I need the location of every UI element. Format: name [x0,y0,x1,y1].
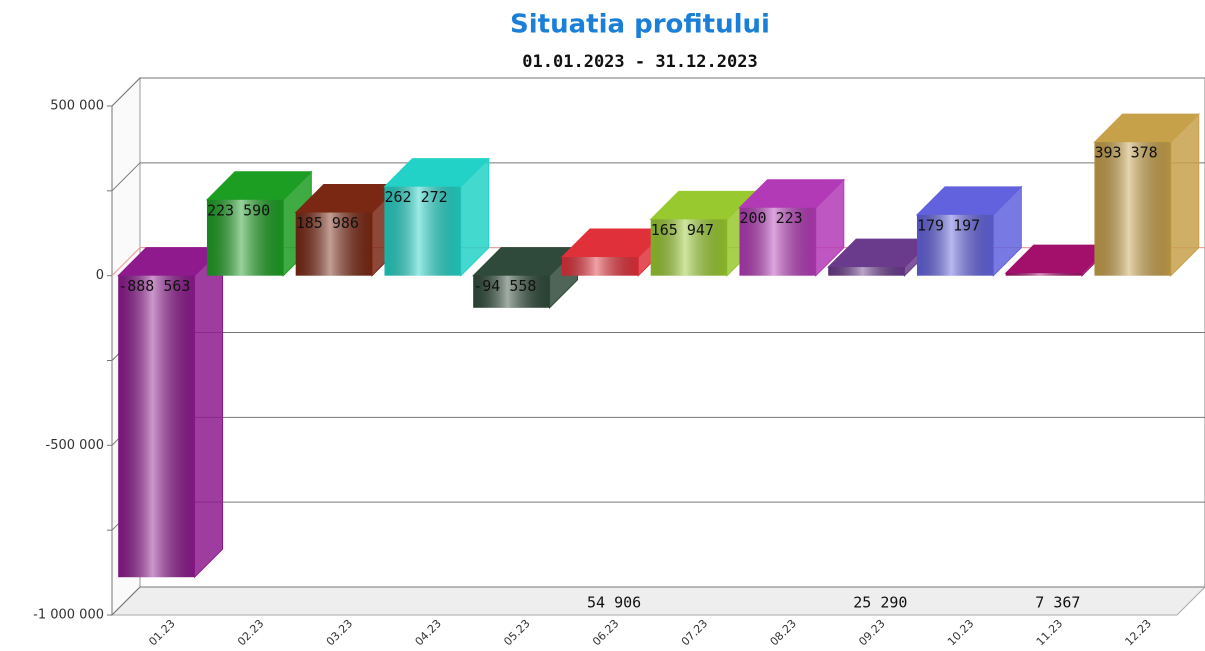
value-label: -94 558 [473,277,536,295]
chart-title: Situatia profitului [510,10,770,40]
x-tick-label: 10.23 [945,617,976,648]
y-tick-label: -1 000 000 [33,608,104,623]
value-label: -888 563 [118,277,190,295]
grid-line [111,77,1205,107]
value-label: 223 590 [207,201,270,219]
bar-shine [828,267,905,276]
value-label: 7 367 [1035,594,1080,612]
bar-shine [916,214,994,276]
value-label: 262 272 [384,188,447,206]
bar-shine [118,275,195,578]
bar-shine [1005,273,1083,276]
y-tick-label: -500 000 [46,438,104,453]
bar-shine [384,186,461,276]
value-label: 179 197 [917,216,980,234]
bar-shine [295,212,373,276]
bar-shine [206,199,284,276]
y-tick-label: 0 [96,268,104,283]
bar-shine [473,275,550,308]
x-tick-label: 02.23 [235,617,266,648]
x-tick-label: 03.23 [324,617,355,648]
x-tick-label: 05.23 [501,617,532,648]
bar-side [194,246,224,579]
x-tick-label: 04.23 [413,617,444,648]
x-tick-label: 12.23 [1123,617,1154,648]
bar-shine [739,207,816,276]
bar-shine [1094,142,1171,276]
x-tick-label: 11.23 [1034,617,1065,648]
value-label: 25 290 [853,594,907,612]
x-tick-label: 01.23 [146,617,177,648]
x-tick-label: 07.23 [679,617,710,648]
grid-line [111,162,1205,192]
chart-subtitle: 01.01.2023 - 31.12.2023 [522,52,757,72]
x-tick-label: 08.23 [768,617,799,648]
value-label: 165 947 [651,221,714,239]
bar-shine [650,219,728,276]
value-label: 54 906 [587,594,641,612]
value-label: 200 223 [739,209,802,227]
x-tick-label: 06.23 [590,617,621,648]
value-label: 393 378 [1094,144,1157,162]
y-tick-label: 500 000 [50,99,104,114]
grid-line [111,586,1205,616]
x-tick-label: 09.23 [856,617,887,648]
value-label: 185 986 [296,214,359,232]
bar-shine [561,257,639,276]
